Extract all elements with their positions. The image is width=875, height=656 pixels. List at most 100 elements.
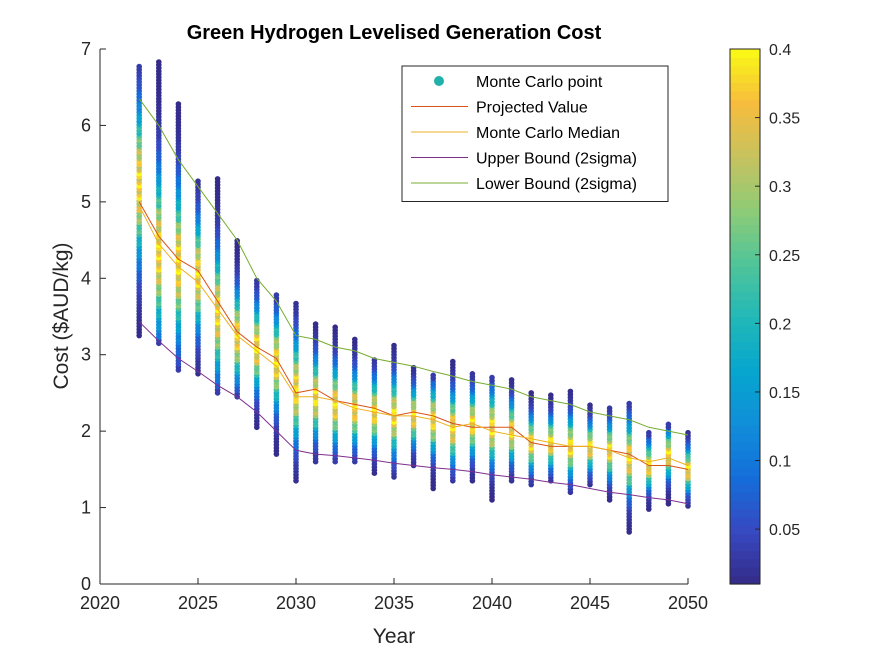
series-line <box>138 321 689 505</box>
x-tick-label: 2030 <box>276 593 316 613</box>
colorbar-segment <box>730 375 760 384</box>
colorbar-segment <box>730 433 760 443</box>
x-tick-label: 2045 <box>570 593 610 613</box>
colorbar-segment <box>730 57 760 67</box>
colorbar-segment <box>730 232 760 242</box>
colorbar-segment <box>730 224 760 234</box>
colorbar-segment <box>730 366 760 376</box>
legend-marker <box>434 76 444 86</box>
colorbar-tick-label: 0.2 <box>769 316 791 333</box>
colorbar-segment <box>730 132 760 142</box>
colorbar-segment <box>730 458 760 468</box>
monte-carlo-point <box>273 292 280 298</box>
colorbar-segment <box>730 567 760 577</box>
monte-carlo-point <box>214 176 221 182</box>
y-tick-label: 7 <box>81 39 91 59</box>
colorbar-segment <box>730 299 760 309</box>
colorbar-segment <box>730 450 760 460</box>
monte-carlo-point <box>508 377 515 383</box>
y-tick-label: 2 <box>81 421 91 441</box>
y-axis-label: Cost ($AUD/kg) <box>50 242 73 389</box>
colorbar-segment <box>730 90 760 100</box>
monte-carlo-point <box>587 402 593 409</box>
colorbar-segment <box>730 500 760 510</box>
colorbar-segment <box>730 65 760 75</box>
colorbar-frame <box>729 48 761 585</box>
legend-label: Monte Carlo point <box>476 74 603 91</box>
colorbar-segment <box>730 266 760 276</box>
colorbar-segment <box>730 492 760 502</box>
legend-box <box>401 65 669 202</box>
colorbar-segment <box>730 257 760 267</box>
legend-label: Monte Carlo Median <box>476 125 620 142</box>
colorbar-segment <box>730 416 760 426</box>
monte-carlo-point <box>567 388 574 395</box>
monte-carlo-point <box>430 372 437 379</box>
colorbar-segment <box>730 349 760 359</box>
colorbar-segment <box>730 283 760 293</box>
x-tick-label: 2020 <box>80 593 120 613</box>
colorbar-tick-label: 0.35 <box>769 111 800 128</box>
colorbar-segment <box>730 525 760 535</box>
y-tick-label: 0 <box>81 574 91 594</box>
monte-carlo-point <box>136 63 142 70</box>
colorbar-segment <box>730 550 760 560</box>
colorbar-segment <box>730 341 760 351</box>
colorbar-segment <box>730 157 760 167</box>
colorbar-segment <box>730 182 760 192</box>
colorbar: 0.05 0.1 0.15 0.2 0.25 0.3 0.35 0.4 <box>729 42 800 585</box>
colorbar-segment <box>730 166 760 175</box>
colorbar-segment <box>730 358 760 368</box>
monte-carlo-point <box>606 405 613 412</box>
colorbar-segment <box>730 466 760 476</box>
colorbar-segment <box>730 333 760 343</box>
y-axis: 0 1 2 3 4 5 6 7 <box>81 39 106 594</box>
legend-label: Lower Bound (2sigma) <box>476 176 637 193</box>
colorbar-segment <box>730 508 760 518</box>
monte-carlo-point <box>548 392 554 399</box>
monte-carlo-point <box>312 321 319 327</box>
colorbar-segment <box>730 49 760 58</box>
series-line <box>138 205 689 466</box>
monte-carlo-point <box>646 429 652 436</box>
colorbar-segment <box>730 558 760 568</box>
monte-carlo-point <box>156 59 162 65</box>
colorbar-segment <box>730 441 760 451</box>
monte-carlo-point <box>391 342 397 349</box>
colorbar-segment <box>730 408 760 418</box>
colorbar-segment <box>730 199 760 209</box>
colorbar-segment <box>730 575 760 585</box>
colorbar-segment <box>730 475 760 485</box>
x-axis: 2020 2025 2030 2035 2040 2045 2050 <box>80 578 708 613</box>
colorbar-segment <box>730 517 760 527</box>
colorbar-segment <box>730 391 760 401</box>
colorbar-segment <box>730 82 760 92</box>
monte-carlo-point <box>685 429 691 436</box>
monte-carlo-point <box>626 400 632 407</box>
x-tick-label: 2035 <box>374 593 414 613</box>
monte-carlo-point <box>175 101 182 107</box>
colorbar-segment <box>730 207 760 217</box>
chart-title: Green Hydrogen Levelised Generation Cost <box>187 22 602 44</box>
colorbar-tick-label: 0.15 <box>769 385 800 402</box>
colorbar-tick-label: 0.05 <box>769 522 800 539</box>
colorbar-tick-label: 0.3 <box>769 179 791 196</box>
y-tick-label: 1 <box>81 498 91 518</box>
x-axis-label: Year <box>373 625 415 648</box>
colorbar-segment <box>730 316 760 326</box>
colorbar-segment <box>730 124 760 134</box>
colorbar-segment <box>730 191 760 201</box>
monte-carlo-point <box>665 421 672 428</box>
colorbar-tick-label: 0.1 <box>769 454 791 471</box>
series-line <box>138 98 689 436</box>
monte-carlo-point <box>450 358 456 365</box>
colorbar-segment <box>730 483 760 493</box>
legend: Monte Carlo point Projected Value Monte Ca… <box>401 65 669 202</box>
y-tick-label: 3 <box>81 345 91 365</box>
colorbar-segment <box>730 74 760 84</box>
monte-carlo-points <box>136 59 691 535</box>
colorbar-segment <box>730 107 760 117</box>
colorbar-segment <box>730 400 760 410</box>
series-lines <box>138 98 689 505</box>
